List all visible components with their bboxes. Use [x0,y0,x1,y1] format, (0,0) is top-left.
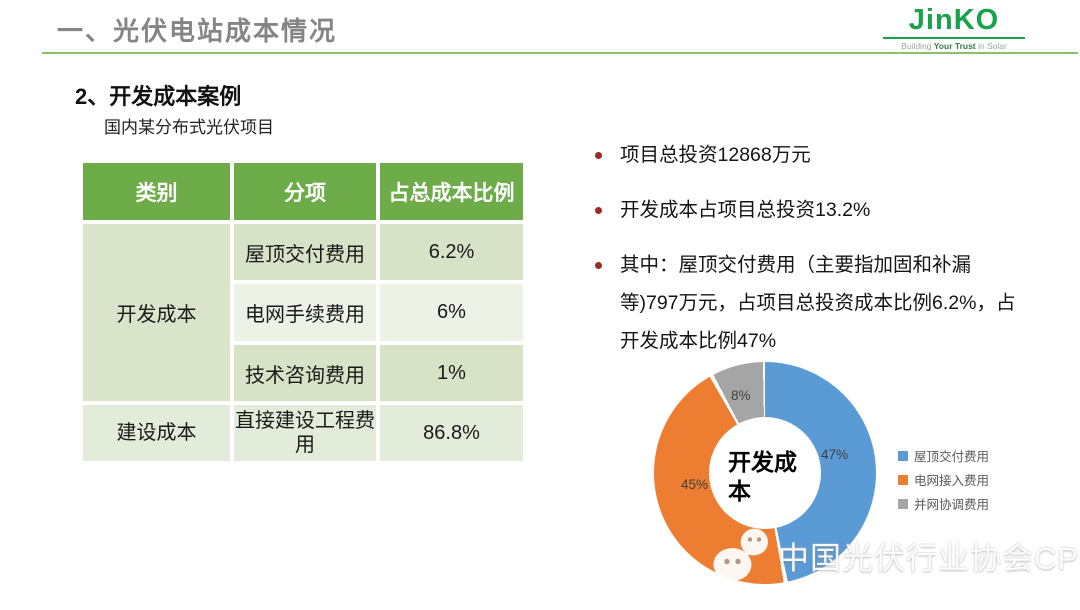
watermark-text: 中国光伏行业协会CPIA [778,540,1080,576]
jinko-logo-rule [883,37,1025,39]
slide-subtitle: 2、开发成本案例 [75,84,242,109]
table-cell-ratio: 86.8% [380,405,523,461]
table-cell-item: 电网手续费用 [234,284,376,341]
table-cell-ratio: 6% [380,284,523,341]
legend-swatch-orange [898,474,908,485]
watermark: 中国光伏行业协会CPIA [710,527,1080,583]
legend-swatch-blue [898,450,908,461]
table-cell-item: 直接建设工程费用 [234,405,376,461]
jinko-logo-tagline: Building Your Trust in Solar [883,41,1025,51]
legend-label: 并网协调费用 [914,498,990,512]
bullet-item: 其中：屋顶交付费用（主要指加固和补漏等)797万元，占项目总投资成本比例6.2%… [588,246,1016,360]
bullet-item: 项目总投资12868万元 [588,136,1016,174]
legend-swatch-gray [898,498,908,509]
donut-hole [709,417,821,529]
header-underline [42,52,1078,54]
legend-item: 屋顶交付费用 [898,446,989,465]
table-cell-ratio: 1% [380,345,523,401]
bullet-text: 项目总投资12868万元 [620,144,811,166]
tagline-part-strong: Your Trust [933,41,976,51]
legend-label: 电网接入费用 [914,474,990,488]
bullet-text: 其中：屋顶交付费用（主要指加固和补漏等)797万元，占项目总投资成本比例6.2%… [620,254,1016,352]
table-cell-category-dev: 开发成本 [83,224,230,401]
bullet-dot [595,207,602,214]
chart-legend: 屋顶交付费用 电网接入费用 并网协调费用 [898,446,989,518]
bullet-dot [595,152,602,159]
jinko-logo: JinKO Building Your Trust in Solar [883,4,1025,51]
bullet-item: 开发成本占项目总投资13.2% [588,191,1016,229]
section-title: 一、光伏电站成本情况 [57,16,338,46]
legend-item: 并网协调费用 [898,494,989,513]
table-cell-item: 技术咨询费用 [234,345,376,401]
slice-label-45: 45% [681,477,709,492]
table-header-item: 分项 [234,163,376,220]
bullet-dot [595,262,602,269]
wechat-icon [713,528,768,583]
donut-center-label: 开发成本 [728,449,797,504]
table-header-ratio: 占总成本比例 [380,163,523,220]
project-label: 国内某分布式光伏项目 [104,118,274,137]
table-header-category: 类别 [83,163,230,220]
bullet-text: 开发成本占项目总投资13.2% [620,199,871,221]
slice-label-47: 47% [821,447,849,462]
bullet-list: 项目总投资12868万元 开发成本占项目总投资13.2% 其中：屋顶交付费用（主… [588,136,1016,377]
tagline-part: Building [901,41,934,51]
slice-label-8: 8% [731,388,751,403]
table-cell-item: 屋顶交付费用 [234,224,376,280]
table-cell-ratio: 6.2% [380,224,523,280]
jinko-logo-text: JinKO [908,4,1000,36]
tagline-part: in Solar [975,41,1007,51]
legend-label: 屋顶交付费用 [914,450,990,464]
legend-item: 电网接入费用 [898,470,989,489]
table-cell-category-build: 建设成本 [83,405,230,461]
cost-table: 类别 分项 占总成本比例 开发成本 屋顶交付费用 6.2% 电网手续费用 6% … [83,163,523,461]
